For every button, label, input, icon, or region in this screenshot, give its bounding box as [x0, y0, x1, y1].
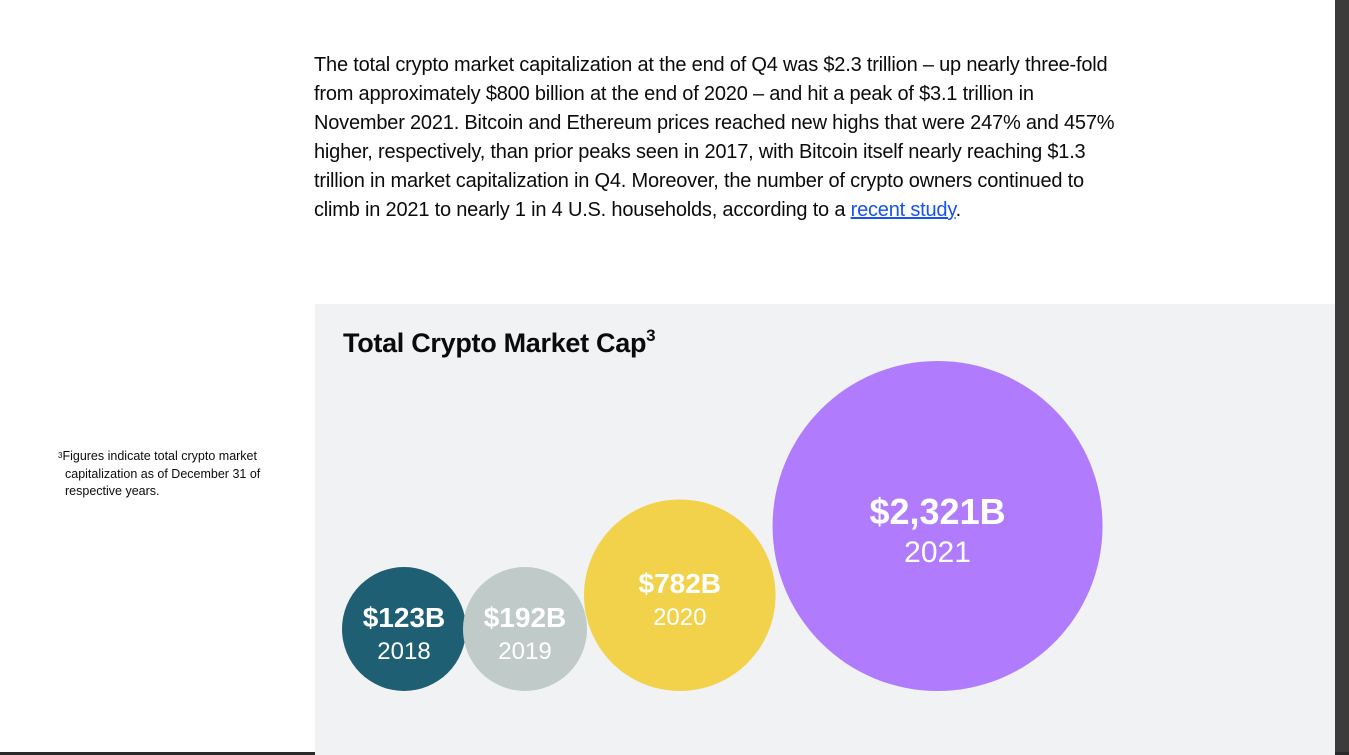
article-paragraph: The total crypto market capitalization a…	[314, 51, 1124, 225]
chart-title-text: Total Crypto Market Cap	[343, 328, 647, 358]
bubble-2019: $192B 2019	[463, 567, 587, 691]
footnote-marker: 3	[58, 451, 63, 460]
bubble-value-label: $2,321B	[869, 491, 1005, 532]
bubble-2018: $123B 2018	[342, 567, 466, 691]
bubble-circle-2018	[342, 567, 466, 691]
footnote-text: Figures indicate total crypto market cap…	[62, 449, 261, 498]
bubble-year-label: 2020	[653, 604, 706, 631]
bubble-year-label: 2019	[498, 638, 551, 665]
chart-title-footnote-marker: 3	[646, 326, 656, 345]
bubble-value-label: $123B	[363, 602, 446, 633]
chart-footnote: 3Figures indicate total crypto market ca…	[58, 448, 298, 501]
bubble-2021: $2,321B 2021	[772, 361, 1103, 691]
bubble-year-label: 2021	[904, 536, 971, 569]
window-right-edge	[1335, 0, 1349, 755]
bubble-value-label: $192B	[484, 602, 567, 633]
bubble-2020: $782B 2020	[584, 499, 776, 691]
bubble-value-label: $782B	[639, 568, 722, 599]
article-paragraph-text: The total crypto market capitalization a…	[314, 54, 1115, 221]
bubble-year-label: 2018	[377, 638, 430, 665]
bubble-circle-2019	[463, 567, 587, 691]
chart-title: Total Crypto Market Cap3	[343, 326, 656, 359]
bubble-chart-svg: $123B 2018 $192B 2019 $782B 2020 $2,321B 2021	[342, 361, 1103, 691]
bubble-circle-2021	[772, 361, 1103, 691]
recent-study-link[interactable]: recent study	[850, 199, 956, 221]
market-cap-chart: Total Crypto Market Cap3 $123B 2018 $192B 2…	[315, 304, 1335, 755]
article-paragraph-end: .	[955, 199, 962, 221]
bubble-circle-2020	[584, 499, 776, 691]
